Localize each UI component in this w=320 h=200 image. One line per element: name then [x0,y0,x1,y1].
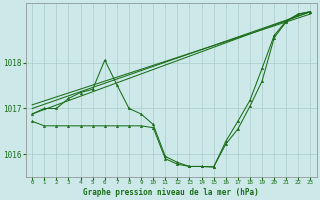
X-axis label: Graphe pression niveau de la mer (hPa): Graphe pression niveau de la mer (hPa) [84,188,259,197]
